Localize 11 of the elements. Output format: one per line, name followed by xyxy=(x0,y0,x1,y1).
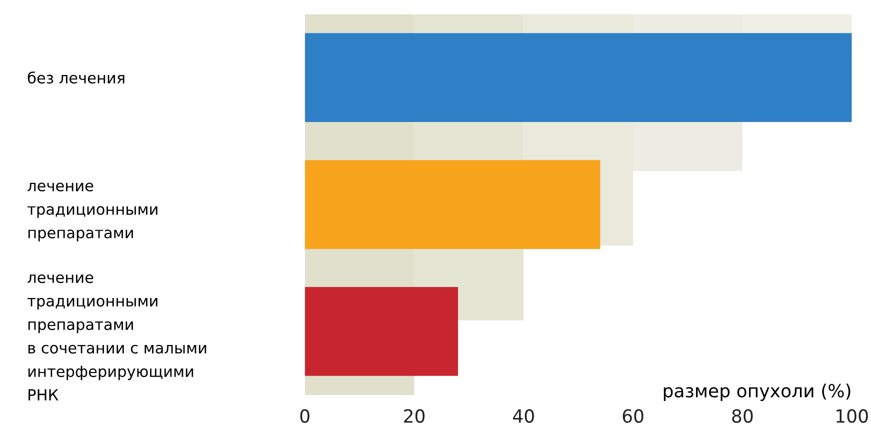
x-tick-label: 0 xyxy=(300,409,310,423)
y-tick-label: лечение традиционными препаратами в сочетании с малыми интерферирующими РНК xyxy=(28,274,206,400)
x-tick-label: 40 xyxy=(513,409,534,423)
x-tick-label: 80 xyxy=(732,409,753,423)
y-tick-label: без лечения xyxy=(28,72,124,84)
x-axis-title: размер опухоли (%) xyxy=(664,384,850,402)
x-tick-label: 100 xyxy=(836,409,868,423)
x-tick-label: 20 xyxy=(404,409,425,423)
bar xyxy=(304,287,458,376)
x-tick-label: 60 xyxy=(622,409,644,423)
y-tick-label: лечение традиционными препаратами xyxy=(28,182,158,242)
